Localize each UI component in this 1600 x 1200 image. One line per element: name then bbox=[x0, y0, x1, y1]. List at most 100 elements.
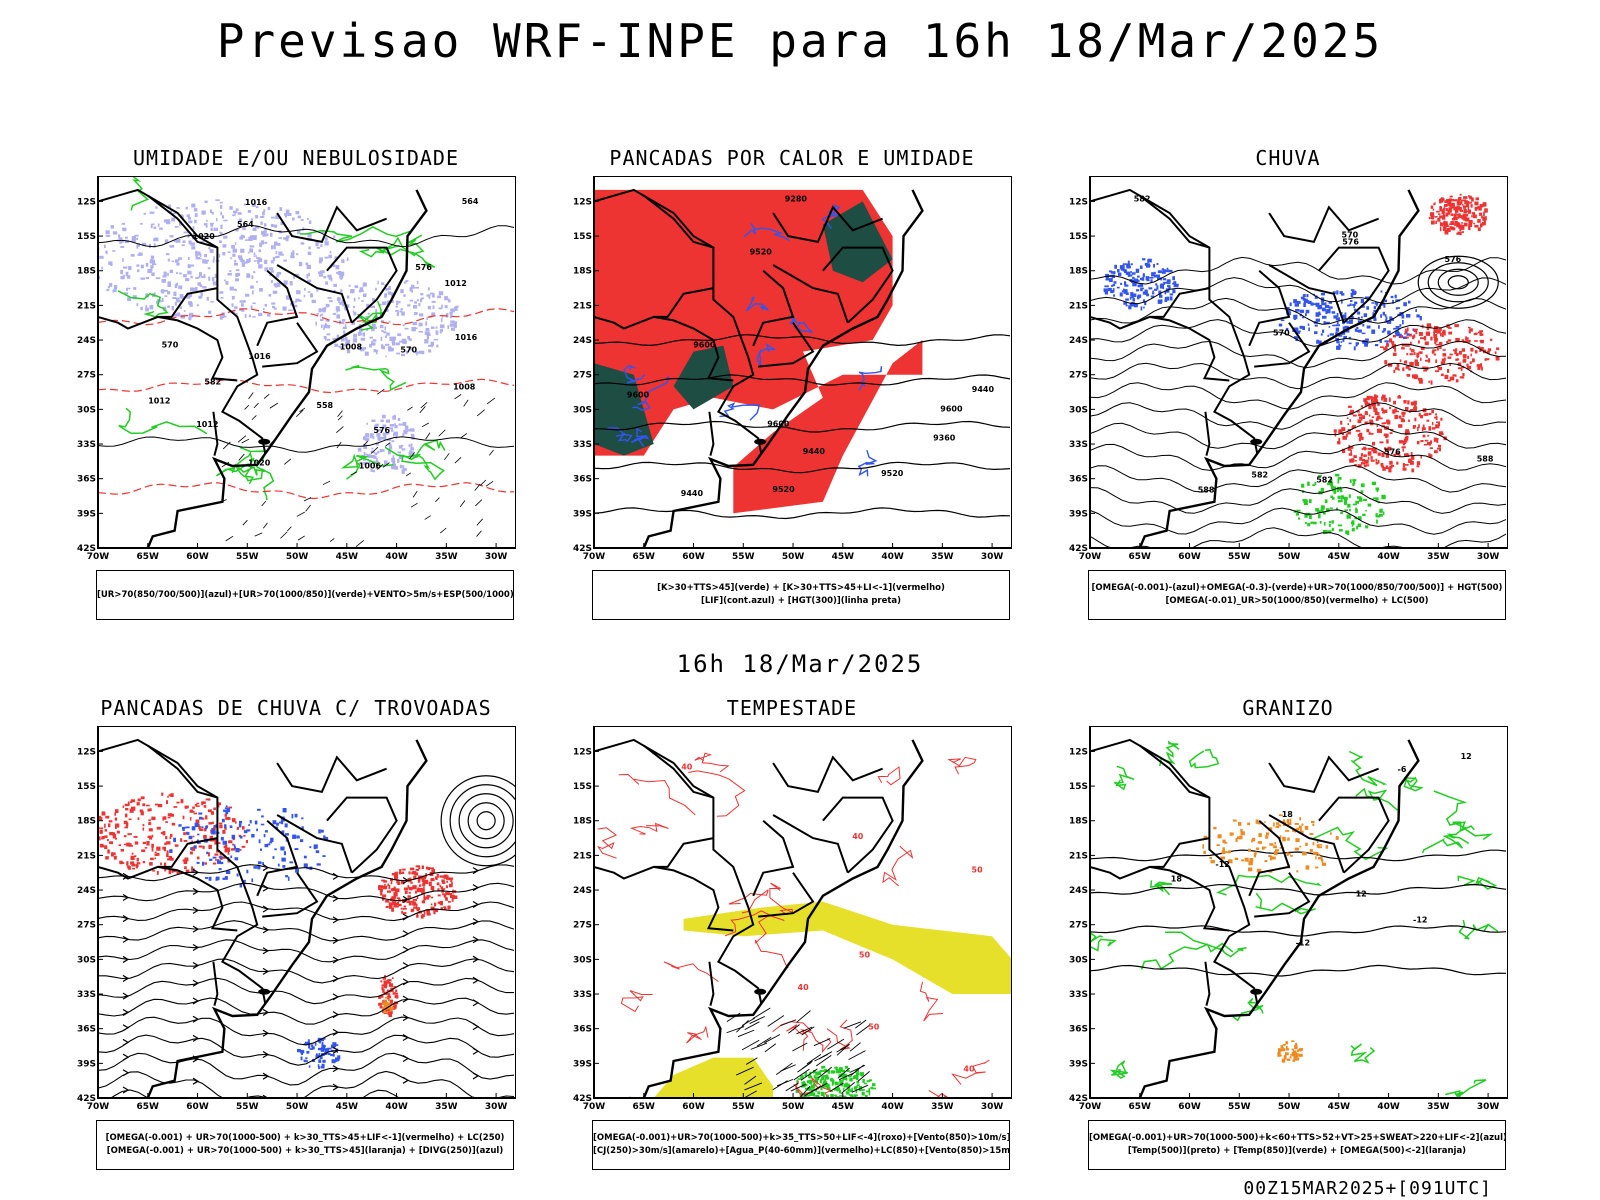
rain-omega bbox=[1358, 329, 1362, 333]
humidity-area bbox=[167, 281, 171, 285]
wind-850 bbox=[843, 1078, 847, 1081]
thunder-area bbox=[386, 979, 390, 984]
rain-omega bbox=[1133, 278, 1137, 282]
divergence-area bbox=[206, 851, 209, 855]
rain-area bbox=[1479, 332, 1482, 336]
lon-tick-label: 40W bbox=[385, 552, 408, 562]
rain-omega bbox=[1137, 275, 1140, 278]
humidity-area bbox=[454, 306, 458, 311]
wind-vector bbox=[454, 457, 462, 464]
rain-omega bbox=[1348, 336, 1352, 339]
lat-tick-label: 36S bbox=[77, 1025, 96, 1035]
wind-vector bbox=[241, 438, 250, 444]
humidity-area bbox=[416, 299, 419, 302]
lon-tick-label: 40W bbox=[385, 1102, 408, 1112]
thunder-area bbox=[378, 996, 382, 999]
thunder-area bbox=[130, 861, 135, 865]
thunder-area bbox=[403, 912, 407, 915]
humidity-area bbox=[418, 302, 421, 307]
border-line bbox=[653, 287, 714, 318]
rain-area bbox=[1422, 434, 1426, 438]
divergence-area bbox=[276, 822, 279, 826]
thunder-area bbox=[180, 838, 183, 842]
humidity-area bbox=[195, 250, 198, 255]
rain-area bbox=[1385, 465, 1389, 470]
omega-area bbox=[1305, 842, 1308, 846]
rain-omega bbox=[1129, 296, 1132, 300]
lat-tick-label: 30S bbox=[77, 405, 96, 415]
rain-area bbox=[1479, 347, 1484, 351]
humidity-area bbox=[273, 283, 278, 286]
divergence-area bbox=[330, 1044, 335, 1049]
wind-850 bbox=[855, 1069, 860, 1073]
wind-850 bbox=[822, 1075, 826, 1078]
divergence-area bbox=[300, 839, 304, 843]
humidity-area bbox=[408, 338, 411, 340]
rain-strong bbox=[1328, 521, 1331, 523]
thunder-area bbox=[385, 906, 389, 908]
rain-area bbox=[1370, 456, 1373, 460]
rain-omega bbox=[1366, 325, 1371, 329]
rain-omega bbox=[1140, 284, 1142, 287]
wind-850 bbox=[860, 1072, 864, 1077]
lon-tick-label: 55W bbox=[236, 552, 259, 562]
rain-omega bbox=[1360, 299, 1364, 304]
thunder-area bbox=[126, 861, 129, 866]
humidity-area bbox=[247, 209, 252, 213]
humidity-area bbox=[414, 312, 418, 315]
rain-omega bbox=[1402, 320, 1404, 325]
thunder-area bbox=[231, 848, 235, 850]
humidity-area bbox=[134, 234, 139, 237]
rain-omega bbox=[1105, 273, 1109, 278]
flow-arrow bbox=[262, 864, 270, 872]
wind-850 bbox=[836, 1088, 839, 1092]
rain-area bbox=[1450, 205, 1455, 209]
legend-line: [OMEGA(-0.001) + UR>70(1000-500) + k>30_… bbox=[106, 1146, 504, 1156]
rain-omega bbox=[1362, 339, 1366, 344]
contour-label: 50 bbox=[868, 1022, 880, 1031]
wind-vector bbox=[438, 429, 446, 437]
flow-arrow bbox=[402, 946, 410, 954]
lat-tick-label: 36S bbox=[1069, 1025, 1088, 1035]
lat-tick-label: 33S bbox=[77, 990, 96, 1000]
lon-tick-label: 30W bbox=[1477, 552, 1500, 562]
precip-water-contour bbox=[724, 910, 785, 937]
humidity-area bbox=[190, 287, 194, 292]
humidity-area bbox=[384, 293, 388, 298]
humidity-area bbox=[214, 273, 217, 279]
temp-500-contour bbox=[1090, 849, 1507, 862]
rain-area bbox=[1472, 358, 1475, 363]
humidity-area bbox=[399, 464, 403, 469]
forecast-time: 16h 18/Mar/2025 bbox=[676, 650, 924, 678]
height-line bbox=[594, 507, 1011, 520]
omega-area bbox=[1271, 856, 1276, 860]
omega-area bbox=[1293, 1055, 1297, 1060]
omega-area bbox=[1257, 821, 1263, 825]
humidity-area bbox=[250, 218, 253, 222]
rain-area bbox=[1371, 400, 1375, 405]
omega-area bbox=[1216, 844, 1220, 846]
rain-area bbox=[1391, 341, 1395, 344]
contour-label: 564 bbox=[462, 197, 479, 206]
thunder-area bbox=[453, 895, 458, 899]
humidity-area bbox=[315, 321, 317, 326]
rain-omega bbox=[1107, 287, 1112, 292]
rain-omega bbox=[1154, 288, 1158, 291]
humidity-area bbox=[383, 435, 387, 440]
rain-area bbox=[1425, 331, 1431, 336]
rain-omega bbox=[1342, 314, 1347, 319]
humidity-area bbox=[410, 447, 414, 451]
legend-line: [Temp(500)](preto) + [Temp(850)](verde) … bbox=[1127, 1146, 1467, 1156]
thunder-area bbox=[241, 845, 246, 848]
rain-area bbox=[1401, 446, 1406, 449]
humidity-area bbox=[198, 257, 202, 260]
omega-area bbox=[1286, 1058, 1291, 1061]
humidity-area bbox=[384, 460, 388, 464]
contour-label: 570 bbox=[1273, 329, 1290, 338]
rain-area bbox=[1397, 395, 1402, 399]
humidity-area bbox=[298, 261, 303, 267]
thunder-area bbox=[127, 865, 130, 869]
rain-area bbox=[1439, 209, 1443, 212]
run-info: 00Z15MAR2025+[091UTC] bbox=[1243, 1178, 1492, 1199]
omega-area bbox=[1316, 844, 1320, 848]
